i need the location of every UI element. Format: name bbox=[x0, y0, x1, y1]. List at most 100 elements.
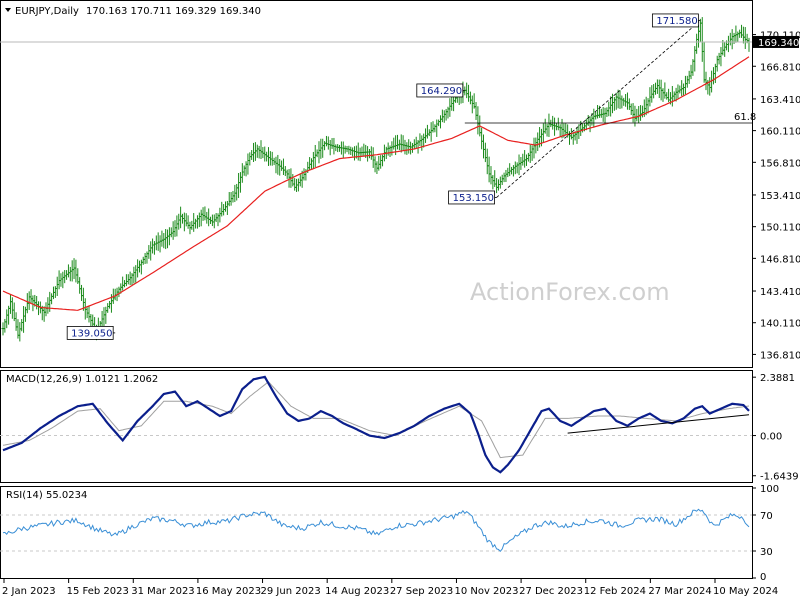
price-bar bbox=[18, 322, 22, 342]
price-bar bbox=[515, 162, 519, 174]
price-bar bbox=[341, 141, 345, 159]
price-bar bbox=[175, 215, 179, 237]
price-bar bbox=[35, 295, 39, 310]
time-axis-label: 10 Nov 2023 bbox=[454, 586, 518, 597]
price-bar bbox=[70, 260, 74, 282]
price-bar bbox=[366, 146, 370, 162]
price-bar bbox=[143, 253, 147, 264]
price-bar bbox=[704, 71, 708, 91]
price-bar bbox=[433, 124, 437, 133]
price-bar bbox=[151, 238, 155, 254]
price-bar bbox=[203, 206, 207, 221]
price-bar bbox=[442, 110, 446, 123]
rsi-axis-label: 30 bbox=[760, 547, 773, 558]
price-bar bbox=[431, 121, 435, 133]
price-bar bbox=[311, 151, 315, 169]
price-bar bbox=[526, 152, 530, 162]
price-bar bbox=[80, 284, 84, 301]
price-bar bbox=[63, 270, 67, 284]
price-axis-label: 140.110 bbox=[760, 319, 800, 330]
price-bar bbox=[483, 142, 487, 163]
price-bar bbox=[697, 25, 701, 48]
rsi-line bbox=[2, 508, 750, 553]
price-bar bbox=[308, 157, 312, 171]
ohlc-info: 170.163 170.711 169.329 169.340 bbox=[86, 6, 261, 17]
price-bar bbox=[104, 306, 108, 324]
price-bar bbox=[620, 95, 624, 109]
price-bar bbox=[296, 178, 300, 192]
price-bar bbox=[321, 138, 325, 158]
price-annotations: 139.050 164.290 153.150 171.580 bbox=[66, 13, 701, 340]
macd-signal-line bbox=[2, 381, 750, 459]
price-bar bbox=[379, 155, 383, 169]
time-axis-label: 15 Feb 2023 bbox=[67, 586, 129, 597]
price-bar bbox=[609, 96, 613, 117]
price-bar bbox=[184, 213, 188, 227]
price-bar bbox=[637, 106, 641, 124]
price-bar bbox=[487, 156, 491, 183]
price-axis-label: 153.410 bbox=[760, 191, 800, 202]
price-bar bbox=[495, 178, 499, 194]
price-bar bbox=[197, 212, 201, 228]
price-bar bbox=[618, 90, 622, 109]
price-bar bbox=[661, 88, 665, 102]
price-bar bbox=[336, 144, 340, 153]
price-bar bbox=[266, 147, 270, 166]
rsi-axis-label: 70 bbox=[760, 511, 773, 522]
price-bar bbox=[173, 220, 177, 237]
price-bar bbox=[482, 134, 486, 159]
price-bar bbox=[22, 306, 26, 333]
price-bar bbox=[599, 108, 603, 118]
macd-title: MACD(12,26,9) 1.0121 1.2062 bbox=[6, 374, 158, 385]
macd-main-line bbox=[2, 375, 750, 474]
price-bar bbox=[465, 82, 469, 99]
macd-axis: 2.3881 0.00 -1.6439 bbox=[752, 373, 799, 483]
price-bar bbox=[655, 79, 659, 94]
dropdown-triangle-icon[interactable] bbox=[5, 8, 11, 12]
price-bar bbox=[132, 266, 136, 284]
price-bar bbox=[186, 215, 190, 229]
annotation-label: 171.580 bbox=[656, 16, 697, 27]
annotation-box bbox=[448, 190, 495, 205]
price-bar bbox=[268, 151, 272, 166]
price-bar bbox=[48, 291, 52, 312]
price-bar bbox=[491, 175, 495, 190]
price-bar bbox=[448, 98, 452, 117]
price-bar bbox=[502, 172, 506, 183]
price-bar bbox=[61, 271, 65, 289]
price-bar bbox=[680, 80, 684, 97]
price-bar bbox=[672, 91, 676, 101]
price-bar bbox=[489, 166, 493, 185]
price-axis-label: 160.110 bbox=[760, 127, 800, 138]
price-bar bbox=[685, 75, 689, 88]
price-bar bbox=[10, 297, 14, 319]
price-bar bbox=[108, 300, 112, 309]
price-bar bbox=[611, 93, 615, 114]
price-bar bbox=[360, 146, 364, 157]
last-price-badge bbox=[753, 35, 799, 48]
price-bar bbox=[313, 144, 317, 168]
price-bar bbox=[162, 233, 166, 249]
price-bar bbox=[665, 92, 669, 100]
price-bar bbox=[194, 218, 198, 229]
price-bar bbox=[614, 92, 618, 110]
price-bar bbox=[136, 259, 140, 278]
price-bar bbox=[375, 161, 379, 175]
price-bar bbox=[134, 265, 138, 283]
price-bar bbox=[253, 142, 257, 161]
price-bar bbox=[216, 213, 220, 227]
price-bar bbox=[121, 276, 125, 291]
macd-trendline bbox=[567, 414, 750, 434]
time-axis-label: 14 Aug 2023 bbox=[325, 586, 389, 597]
price-bar bbox=[246, 153, 250, 175]
price-bar bbox=[418, 133, 422, 146]
price-bar bbox=[377, 155, 381, 171]
time-axis-label: 27 Mar 2024 bbox=[648, 586, 711, 597]
price-bar bbox=[263, 146, 267, 162]
price-bar bbox=[166, 229, 170, 249]
price-bar bbox=[513, 161, 517, 175]
price-bar bbox=[147, 245, 151, 259]
price-bar bbox=[607, 101, 611, 117]
price-bar bbox=[741, 26, 745, 44]
price-bar bbox=[257, 145, 261, 159]
